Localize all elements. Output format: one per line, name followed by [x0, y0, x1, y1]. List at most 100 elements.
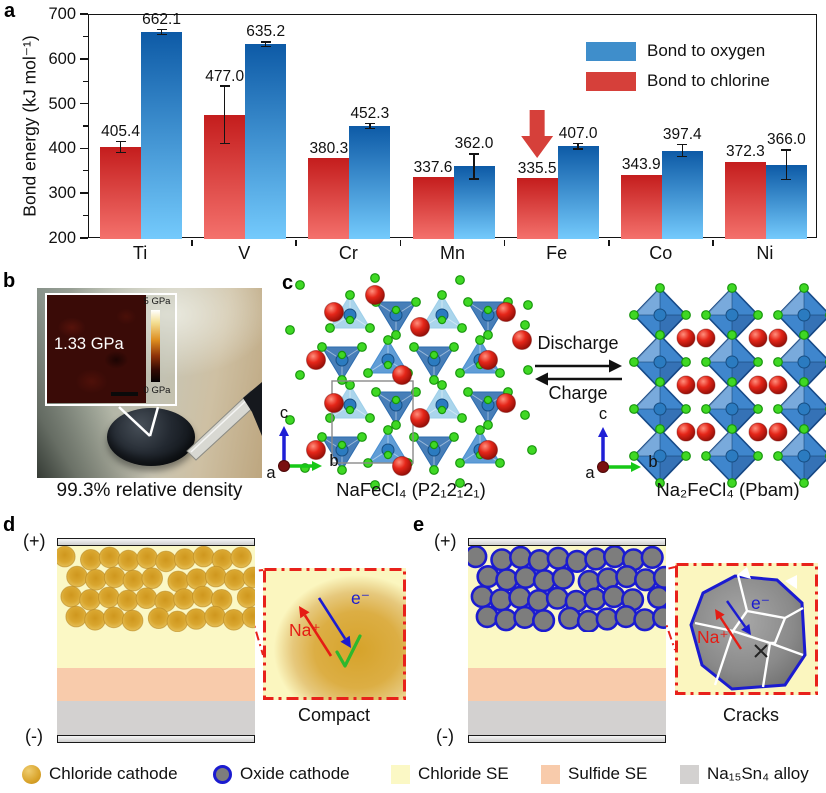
cl-atom — [391, 305, 401, 315]
error-cap — [469, 178, 479, 180]
cl-atom — [391, 330, 401, 340]
compact-particle-inset: Na⁺ e⁻ — [263, 568, 406, 700]
compact-caption: Compact — [297, 705, 371, 725]
cl-atom — [701, 404, 711, 414]
legend-item-chloride-se: Chloride SE — [391, 764, 509, 784]
bar-cr-oxygen — [349, 125, 391, 239]
top-electrode — [57, 538, 255, 546]
electron-label-e: e⁻ — [751, 593, 770, 613]
x-tick-label: Ni — [756, 243, 774, 263]
cl-atom — [295, 280, 305, 290]
cl-atom — [799, 283, 809, 293]
cathode-particle — [647, 585, 666, 609]
chip — [737, 567, 751, 579]
cathode-particle — [476, 564, 500, 589]
cl-atom — [681, 357, 691, 367]
error-bar — [473, 153, 475, 179]
legend-row-chlorine: Bond to chlorine — [586, 71, 770, 91]
cathode-particle — [122, 569, 145, 592]
sulfide-se-layer — [57, 668, 255, 701]
cl-atom — [520, 410, 530, 420]
axis-a-label-right: a — [585, 464, 595, 482]
cl-atom — [337, 350, 347, 360]
fe-atom — [653, 402, 667, 416]
na-sphere — [496, 393, 516, 413]
cathode-particle — [155, 550, 177, 573]
cl-atom — [799, 478, 809, 488]
alloy-layer — [468, 701, 666, 735]
y-tick-label: 600 — [48, 49, 76, 68]
arrow-shaft — [726, 600, 747, 628]
legend-item-chloride-cathode: Chloride cathode — [22, 764, 178, 784]
error-cap — [115, 140, 126, 143]
legend-label-oxygen: Bond to oxygen — [647, 41, 766, 60]
cl-atom — [357, 342, 367, 352]
crack-line — [769, 641, 804, 657]
error-cap — [364, 122, 375, 125]
na-sphere — [768, 328, 788, 348]
cl-atom — [437, 315, 447, 325]
oxide-cathode-label: Oxide cathode — [240, 764, 350, 783]
bottom-electrode — [57, 735, 255, 743]
y-minor-tick — [83, 214, 88, 217]
inset-border — [675, 563, 818, 695]
error-bar — [223, 86, 226, 144]
na-sphere — [676, 328, 696, 348]
x-tick-label: Co — [649, 243, 673, 263]
na-sphere — [410, 408, 430, 428]
cl-atom — [753, 310, 763, 320]
error-cap — [364, 127, 375, 130]
cl-atom — [345, 380, 355, 390]
cl-atom — [357, 432, 367, 442]
axis-b-label-left: b — [329, 452, 339, 470]
error-cap — [573, 142, 584, 145]
cl-atom — [437, 405, 447, 415]
y-minor-tick — [83, 80, 88, 82]
cathode-particle — [584, 547, 608, 571]
bar-value-label: 397.4 — [662, 126, 702, 144]
error-bar — [264, 41, 267, 47]
error-cap — [781, 178, 792, 181]
cathode-particle — [85, 569, 107, 591]
cathode-particle — [147, 607, 170, 629]
cl-atom — [753, 357, 763, 367]
colorbar-min-label: 0 GPa — [143, 385, 171, 396]
na-sphere — [306, 350, 326, 370]
error-cap — [677, 143, 688, 146]
cathode-particle — [468, 546, 488, 569]
cl-atom — [727, 377, 737, 387]
cl-atom — [655, 424, 665, 434]
bar-value-label: 362.0 — [454, 135, 494, 153]
arrow-head — [598, 427, 608, 437]
axis-a-label-left: a — [266, 464, 276, 482]
legend-label-chlorine: Bond to chlorine — [647, 71, 770, 90]
cathode-particle — [103, 566, 126, 589]
y-tick — [80, 237, 88, 239]
cl-atom — [483, 395, 493, 405]
x-tick-label: Cr — [338, 243, 358, 263]
cathode-particle — [60, 585, 82, 608]
error-cap — [156, 28, 167, 31]
cl-atom — [727, 283, 737, 293]
cathode-particle — [509, 546, 533, 569]
cl-atom — [753, 404, 763, 414]
y-minor-tick — [83, 170, 88, 172]
cl-atom — [799, 377, 809, 387]
cl-atom — [429, 440, 439, 450]
chloride-cathode-label: Chloride cathode — [49, 764, 178, 783]
arrow-head — [741, 623, 751, 635]
error-bar — [119, 141, 122, 153]
cl-atom — [773, 404, 783, 414]
cl-atom — [285, 325, 295, 335]
x-tick — [607, 239, 610, 246]
na-sphere — [512, 330, 532, 350]
cl-atom — [495, 368, 505, 378]
cathode-particle — [489, 588, 513, 612]
cl-atom — [483, 305, 493, 315]
cathode-particle — [236, 586, 255, 609]
chip — [785, 575, 797, 589]
error-cap — [260, 41, 271, 43]
y-minor-tick — [83, 125, 88, 127]
fe-atom — [797, 449, 811, 463]
fe-atom — [653, 355, 667, 369]
